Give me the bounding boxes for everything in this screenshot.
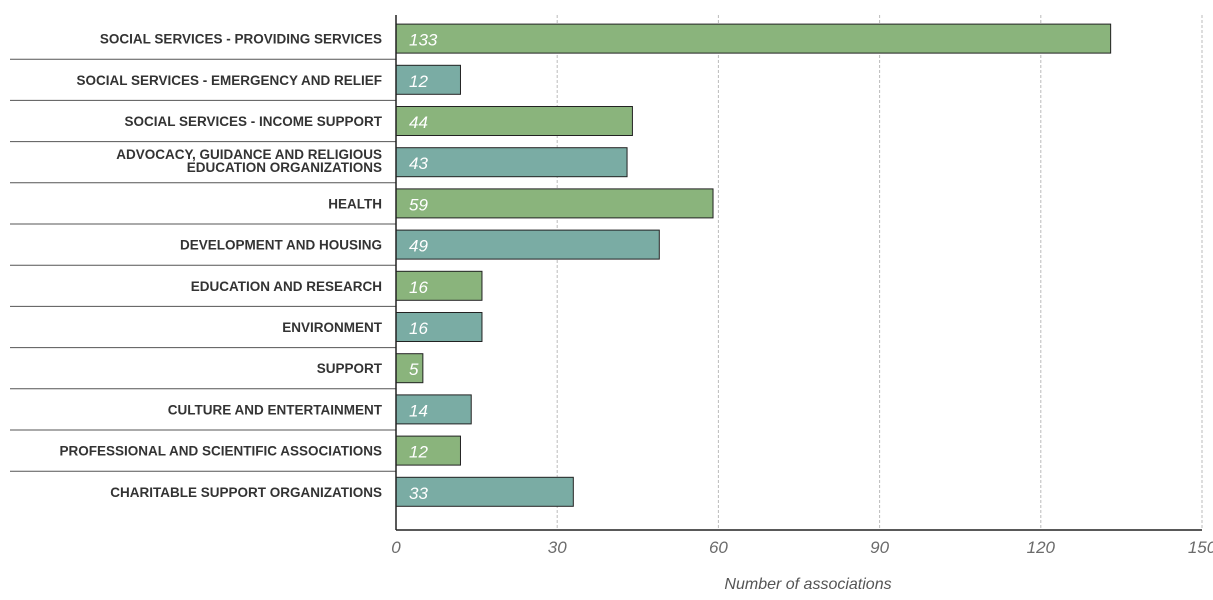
category-label: SOCIAL SERVICES - INCOME SUPPORT [124, 114, 382, 129]
bar-value-label: 16 [409, 278, 428, 297]
bar [395, 435, 461, 466]
category-label-line: ADVOCACY, GUIDANCE AND RELIGIOUS [116, 147, 382, 162]
category-label: SOCIAL SERVICES - EMERGENCY AND RELIEF [76, 73, 382, 88]
category-label: ADVOCACY, GUIDANCE AND RELIGIOUS EDUCATIO… [116, 147, 382, 175]
gridlines [556, 15, 1203, 530]
bar [395, 106, 633, 136]
category-label: ENVIRONMENT [282, 320, 383, 335]
bar [395, 229, 660, 260]
category-label: SUPPORT [317, 361, 383, 376]
x-tick-label: 90 [870, 538, 889, 557]
bar-value-label: 12 [409, 443, 428, 462]
bars: 133 12 44 43 59 49 16 16 5 14 12 33 [395, 23, 1112, 507]
x-tick-label: 60 [709, 538, 728, 557]
x-axis-title: Number of associations [724, 576, 891, 593]
category-label: CULTURE AND ENTERTAINMENT [168, 402, 383, 417]
axes: 0 30 60 90 120 150 [391, 15, 1213, 557]
bar-value-label: 14 [409, 401, 428, 420]
category-label: EDUCATION AND RESEARCH [191, 279, 382, 294]
bar-value-label: 16 [409, 319, 428, 338]
category-labels: SOCIAL SERVICES - PROVIDING SERVICES SOCI… [59, 32, 382, 500]
bar-value-label: 44 [409, 113, 428, 132]
bar [395, 23, 1112, 54]
category-label: CHARITABLE SUPPORT ORGANIZATIONS [110, 485, 382, 500]
bar [395, 64, 461, 95]
row-separators [10, 58, 396, 472]
category-label: HEALTH [328, 196, 382, 211]
bar-value-label: 133 [409, 31, 438, 50]
bar-value-label: 12 [409, 72, 428, 91]
bar [395, 147, 628, 178]
x-tick-label: 30 [548, 538, 567, 557]
x-tick-label: 0 [391, 538, 401, 557]
x-tick-label: 150 [1188, 538, 1213, 557]
category-label-line: EDUCATION ORGANIZATIONS [187, 160, 382, 175]
category-label: PROFESSIONAL AND SCIENTIFIC ASSOCIATIONS [59, 444, 382, 459]
category-label: SOCIAL SERVICES - PROVIDING SERVICES [100, 32, 382, 47]
x-tick-label: 120 [1027, 538, 1056, 557]
category-label: DEVELOPMENT AND HOUSING [180, 238, 382, 253]
bar-value-label: 59 [409, 195, 428, 214]
bar [395, 188, 714, 219]
bar [395, 394, 472, 425]
bar-value-label: 5 [409, 360, 419, 379]
bar-value-label: 49 [409, 237, 428, 256]
bar-value-label: 33 [409, 484, 428, 503]
bar-value-label: 43 [409, 154, 428, 173]
